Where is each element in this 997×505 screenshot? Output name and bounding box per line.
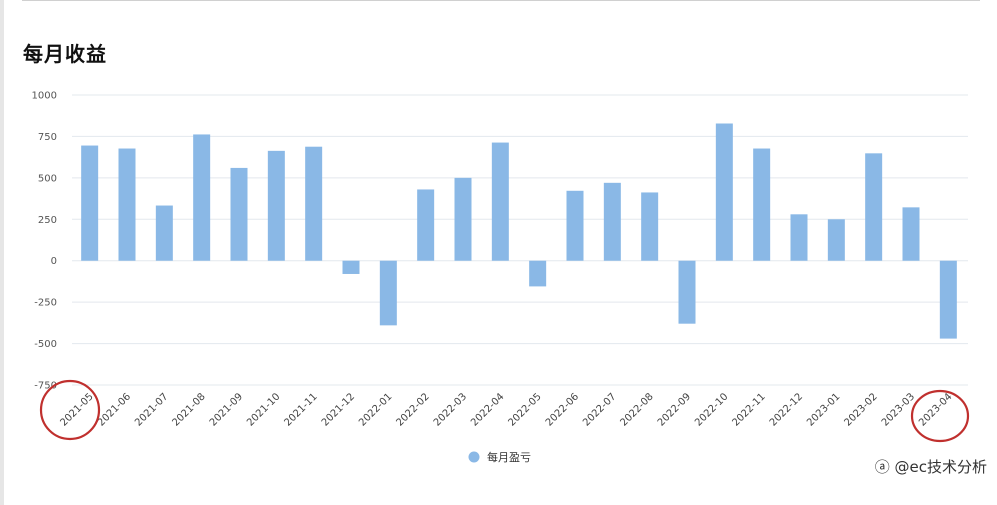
bar xyxy=(827,219,845,261)
x-tick-label: 2022-02 xyxy=(394,391,431,428)
legend-label: 每月盈亏 xyxy=(487,450,531,464)
y-tick-label: -500 xyxy=(34,339,57,350)
bar xyxy=(753,148,771,261)
x-tick-label: 2022-01 xyxy=(357,391,394,428)
x-tick-label: 2021-11 xyxy=(282,391,319,428)
watermark-text: @ec技术分析 xyxy=(894,458,987,476)
bar xyxy=(379,260,397,326)
bar xyxy=(118,148,136,261)
bar xyxy=(902,207,920,261)
x-tick-label: 2022-09 xyxy=(656,391,693,428)
bar xyxy=(267,150,285,261)
bar xyxy=(678,260,696,324)
x-tick-label: 2021-09 xyxy=(208,391,245,428)
x-tick-label: 2022-08 xyxy=(618,391,655,428)
y-tick-label: 750 xyxy=(38,132,57,143)
bar xyxy=(566,190,584,261)
x-tick-label: 2022-10 xyxy=(693,391,730,428)
bar xyxy=(865,153,883,261)
x-tick-label: 2022-03 xyxy=(432,391,469,428)
x-tick-label: 2021-07 xyxy=(133,391,170,428)
chart-title: 每月收益 xyxy=(23,42,107,66)
x-tick-label: 2022-04 xyxy=(469,391,506,428)
bar xyxy=(641,192,659,261)
bar xyxy=(603,182,621,261)
top-divider xyxy=(22,0,980,1)
legend-marker xyxy=(468,451,480,463)
bar xyxy=(790,214,808,261)
annotation-circle xyxy=(910,389,970,443)
x-tick-label: 2021-12 xyxy=(320,391,357,428)
bar xyxy=(155,205,173,261)
x-tick-label: 2021-05 xyxy=(58,391,95,428)
x-tick-label: 2023-02 xyxy=(842,391,879,428)
bar xyxy=(342,260,360,274)
y-tick-label: 1000 xyxy=(32,91,57,102)
y-tick-label: 500 xyxy=(38,173,57,184)
bar xyxy=(193,134,211,261)
x-tick-label: 2021-06 xyxy=(96,391,133,428)
bar xyxy=(454,177,472,261)
y-tick-label: 250 xyxy=(38,215,57,226)
x-tick-label: 2021-10 xyxy=(245,391,282,428)
bar xyxy=(715,123,733,261)
x-tick-label: 2023-01 xyxy=(805,391,842,428)
bar xyxy=(417,189,435,261)
bar xyxy=(491,142,509,261)
bar xyxy=(939,260,957,339)
window-edge xyxy=(0,0,4,505)
x-tick-label: 2022-12 xyxy=(768,391,805,428)
x-tick-label: 2022-11 xyxy=(730,391,767,428)
bar xyxy=(81,145,99,261)
bar xyxy=(529,260,547,287)
watermark: ⓐ @ec技术分析 xyxy=(875,456,987,477)
x-tick-label: 2021-08 xyxy=(170,391,207,428)
x-tick-label: 2022-05 xyxy=(506,391,543,428)
x-tick-label: 2022-07 xyxy=(581,391,618,428)
y-tick-label: -250 xyxy=(34,298,57,309)
y-tick-label: -750 xyxy=(34,381,57,392)
y-tick-label: 0 xyxy=(51,256,57,267)
watermark-logo-icon: ⓐ xyxy=(874,458,890,476)
x-tick-label: 2022-06 xyxy=(544,391,581,428)
annotation-circle xyxy=(39,379,101,441)
bar xyxy=(305,146,323,261)
bar xyxy=(230,167,248,261)
x-tick-label: 2023-03 xyxy=(880,391,917,428)
